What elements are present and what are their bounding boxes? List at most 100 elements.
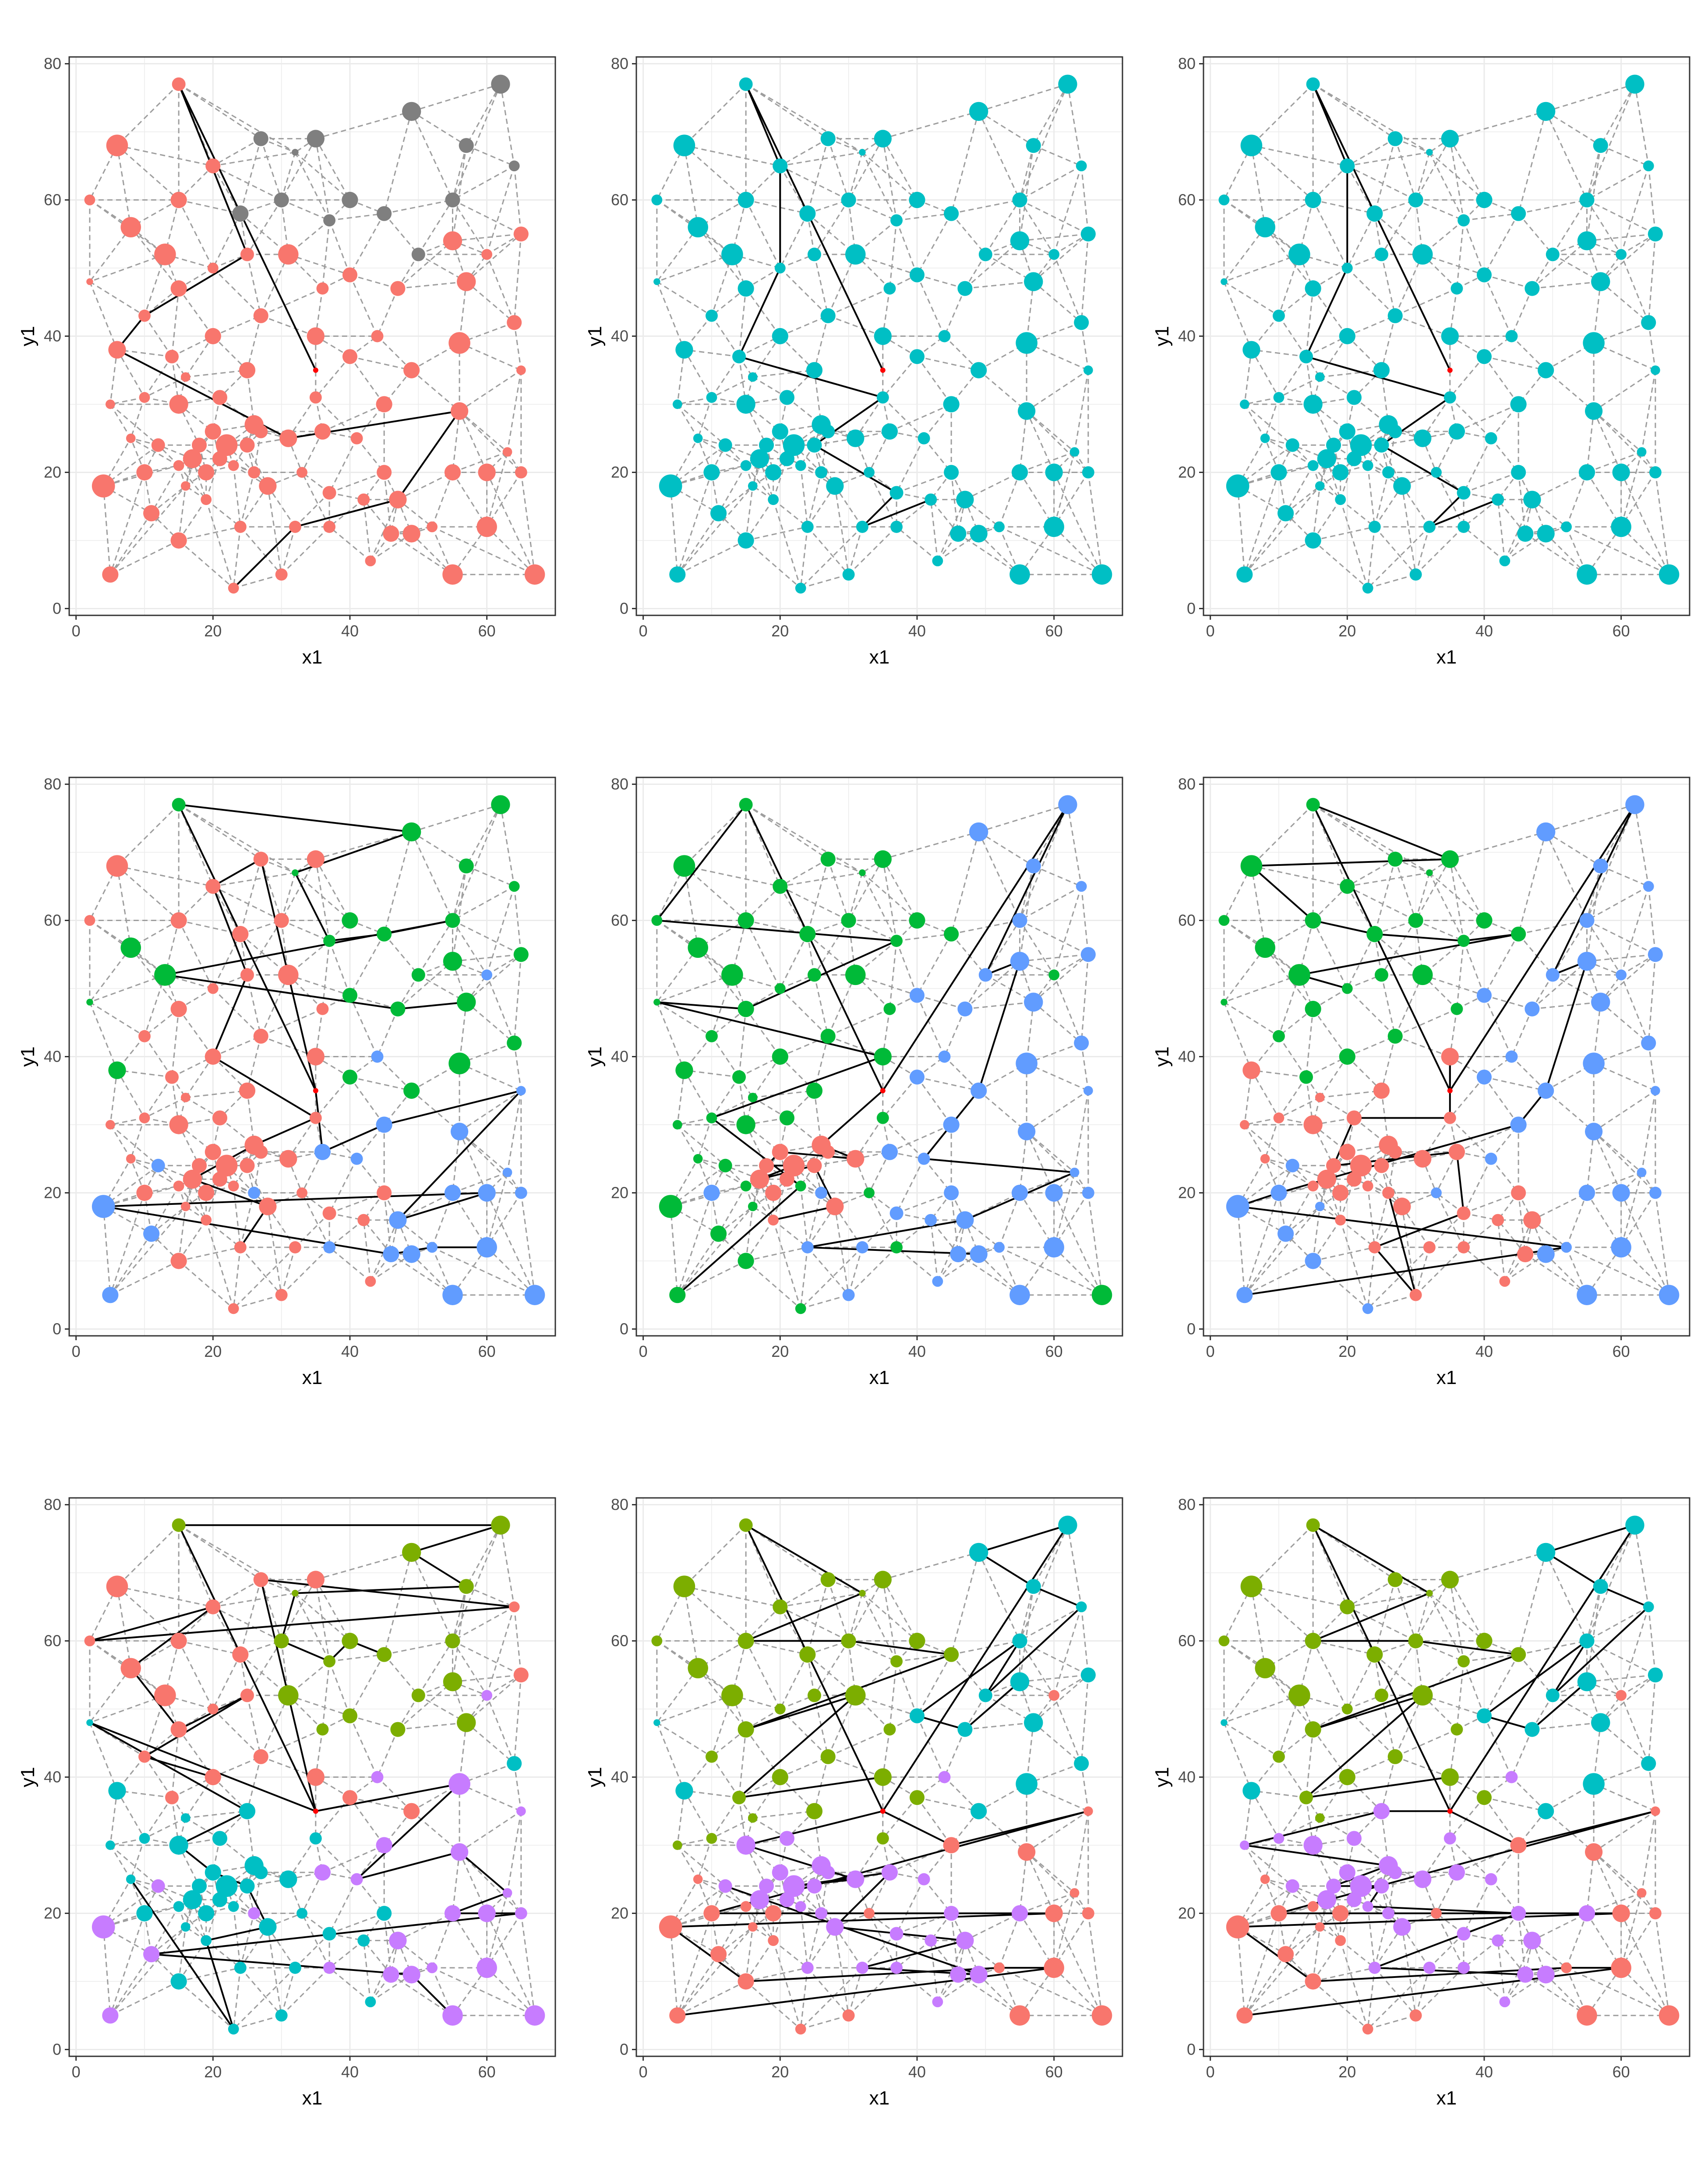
mesh-edge (1422, 438, 1437, 473)
mesh-edge (151, 465, 180, 514)
mesh-edge (1511, 1776, 1546, 1812)
x-axis-title: x1 (869, 2087, 889, 2109)
mesh-edge (452, 411, 460, 473)
mesh-edge (1463, 526, 1505, 561)
data-point (1611, 516, 1631, 537)
data-point (357, 1214, 370, 1226)
data-point (322, 486, 336, 500)
mesh-edge (329, 1967, 371, 2002)
data-point (845, 1685, 866, 1706)
mesh-edge (677, 540, 746, 576)
mesh-edge (1264, 1879, 1280, 1914)
data-point (1010, 1672, 1030, 1691)
data-point (772, 1144, 788, 1160)
data-point (248, 466, 261, 479)
mesh-edge (1436, 472, 1464, 494)
mesh-edge (109, 1790, 118, 1846)
mesh-edge (930, 499, 959, 534)
tree-edge (1244, 1844, 1389, 1867)
mesh-edge (500, 1525, 515, 1607)
mesh-edge (916, 274, 945, 337)
data-point (774, 1703, 786, 1715)
data-point (783, 434, 805, 456)
data-point (1260, 433, 1270, 443)
mesh-edge (1401, 1927, 1417, 2016)
mesh-edge (109, 1206, 186, 1296)
tree-edge (397, 410, 460, 500)
data-point (653, 999, 660, 1006)
data-point (847, 429, 865, 447)
mesh-edge (1463, 438, 1492, 493)
data-point (402, 822, 421, 842)
mesh-edge (1313, 1981, 1369, 2030)
data-point (721, 1684, 743, 1706)
data-point (779, 390, 794, 405)
data-point (842, 1289, 855, 1301)
data-point (1044, 516, 1064, 537)
mesh-edge (1450, 1776, 1485, 1798)
mesh-edge (868, 431, 890, 473)
data-point (1641, 1035, 1656, 1051)
center-point (1447, 1088, 1453, 1094)
data-point (1374, 247, 1388, 261)
mesh-edge (1019, 451, 1075, 473)
data-point (239, 1803, 256, 1819)
data-point (1499, 1276, 1510, 1287)
data-point (1366, 205, 1383, 222)
mesh-edge (697, 1878, 746, 1907)
data-point (139, 1112, 150, 1123)
mesh-edge (950, 1193, 959, 1254)
mesh-edge (807, 1654, 856, 1696)
mesh-edge (1347, 424, 1389, 432)
tree-edge (1313, 1524, 1430, 1594)
mesh-edge (1313, 804, 1430, 873)
mesh-edge (1080, 954, 1089, 1043)
mesh-edge (1312, 465, 1341, 500)
data-point (738, 1253, 754, 1269)
mesh-edge (745, 1524, 829, 1580)
data-point (978, 1688, 992, 1702)
mesh-edge (240, 1967, 282, 2016)
mesh-edge (882, 858, 918, 921)
data-point (205, 1144, 221, 1160)
mesh-edge (1484, 356, 1546, 371)
mesh-edge (780, 152, 863, 167)
data-point (1016, 1052, 1038, 1074)
data-point (1457, 1961, 1470, 1974)
data-point (1537, 525, 1555, 543)
mesh-edge (807, 933, 856, 976)
mesh-edge (848, 1579, 884, 1642)
data-point (1080, 226, 1096, 242)
mesh-edge (957, 1974, 1020, 2016)
mesh-edge (1312, 404, 1334, 445)
data-point (1240, 855, 1263, 877)
data-point (86, 1719, 93, 1726)
data-point (675, 1061, 693, 1079)
data-point (1457, 1927, 1471, 1941)
data-point (1583, 332, 1605, 354)
data-point (1273, 1030, 1285, 1042)
data-point (1080, 947, 1096, 962)
mesh-edge (745, 1967, 808, 1982)
mesh-edge (745, 1729, 781, 1778)
mesh-edge (349, 995, 378, 1057)
mesh-edge (1360, 1886, 1389, 1914)
tree-edge (1600, 1585, 1649, 1608)
mesh-edge (1620, 526, 1670, 575)
mesh-edge (820, 1151, 829, 1193)
mesh-edge (1586, 199, 1622, 255)
mesh-edge (301, 1913, 330, 1935)
mesh-edge (1374, 859, 1396, 935)
data-point (1387, 851, 1403, 867)
mesh-edge (102, 1206, 111, 1295)
data-point (970, 1245, 988, 1263)
mesh-edge (253, 1872, 262, 1914)
data-point (706, 1112, 717, 1123)
mesh-edge (315, 1579, 330, 1662)
mesh-edge (1532, 499, 1567, 528)
data-point (1510, 1837, 1527, 1854)
mesh-edge (130, 438, 145, 473)
data-point (1537, 1245, 1555, 1263)
tree-edge (151, 1953, 412, 1976)
